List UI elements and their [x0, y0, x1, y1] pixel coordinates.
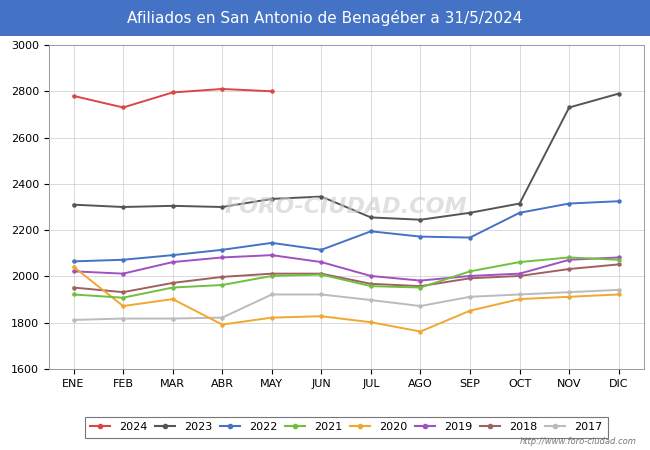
- Text: FORO-CIUDAD.COM: FORO-CIUDAD.COM: [225, 197, 467, 217]
- Text: Afiliados en San Antonio de Benagéber a 31/5/2024: Afiliados en San Antonio de Benagéber a …: [127, 10, 523, 26]
- Text: http://www.foro-ciudad.com: http://www.foro-ciudad.com: [520, 436, 637, 446]
- Legend: 2024, 2023, 2022, 2021, 2020, 2019, 2018, 2017: 2024, 2023, 2022, 2021, 2020, 2019, 2018…: [84, 417, 608, 438]
